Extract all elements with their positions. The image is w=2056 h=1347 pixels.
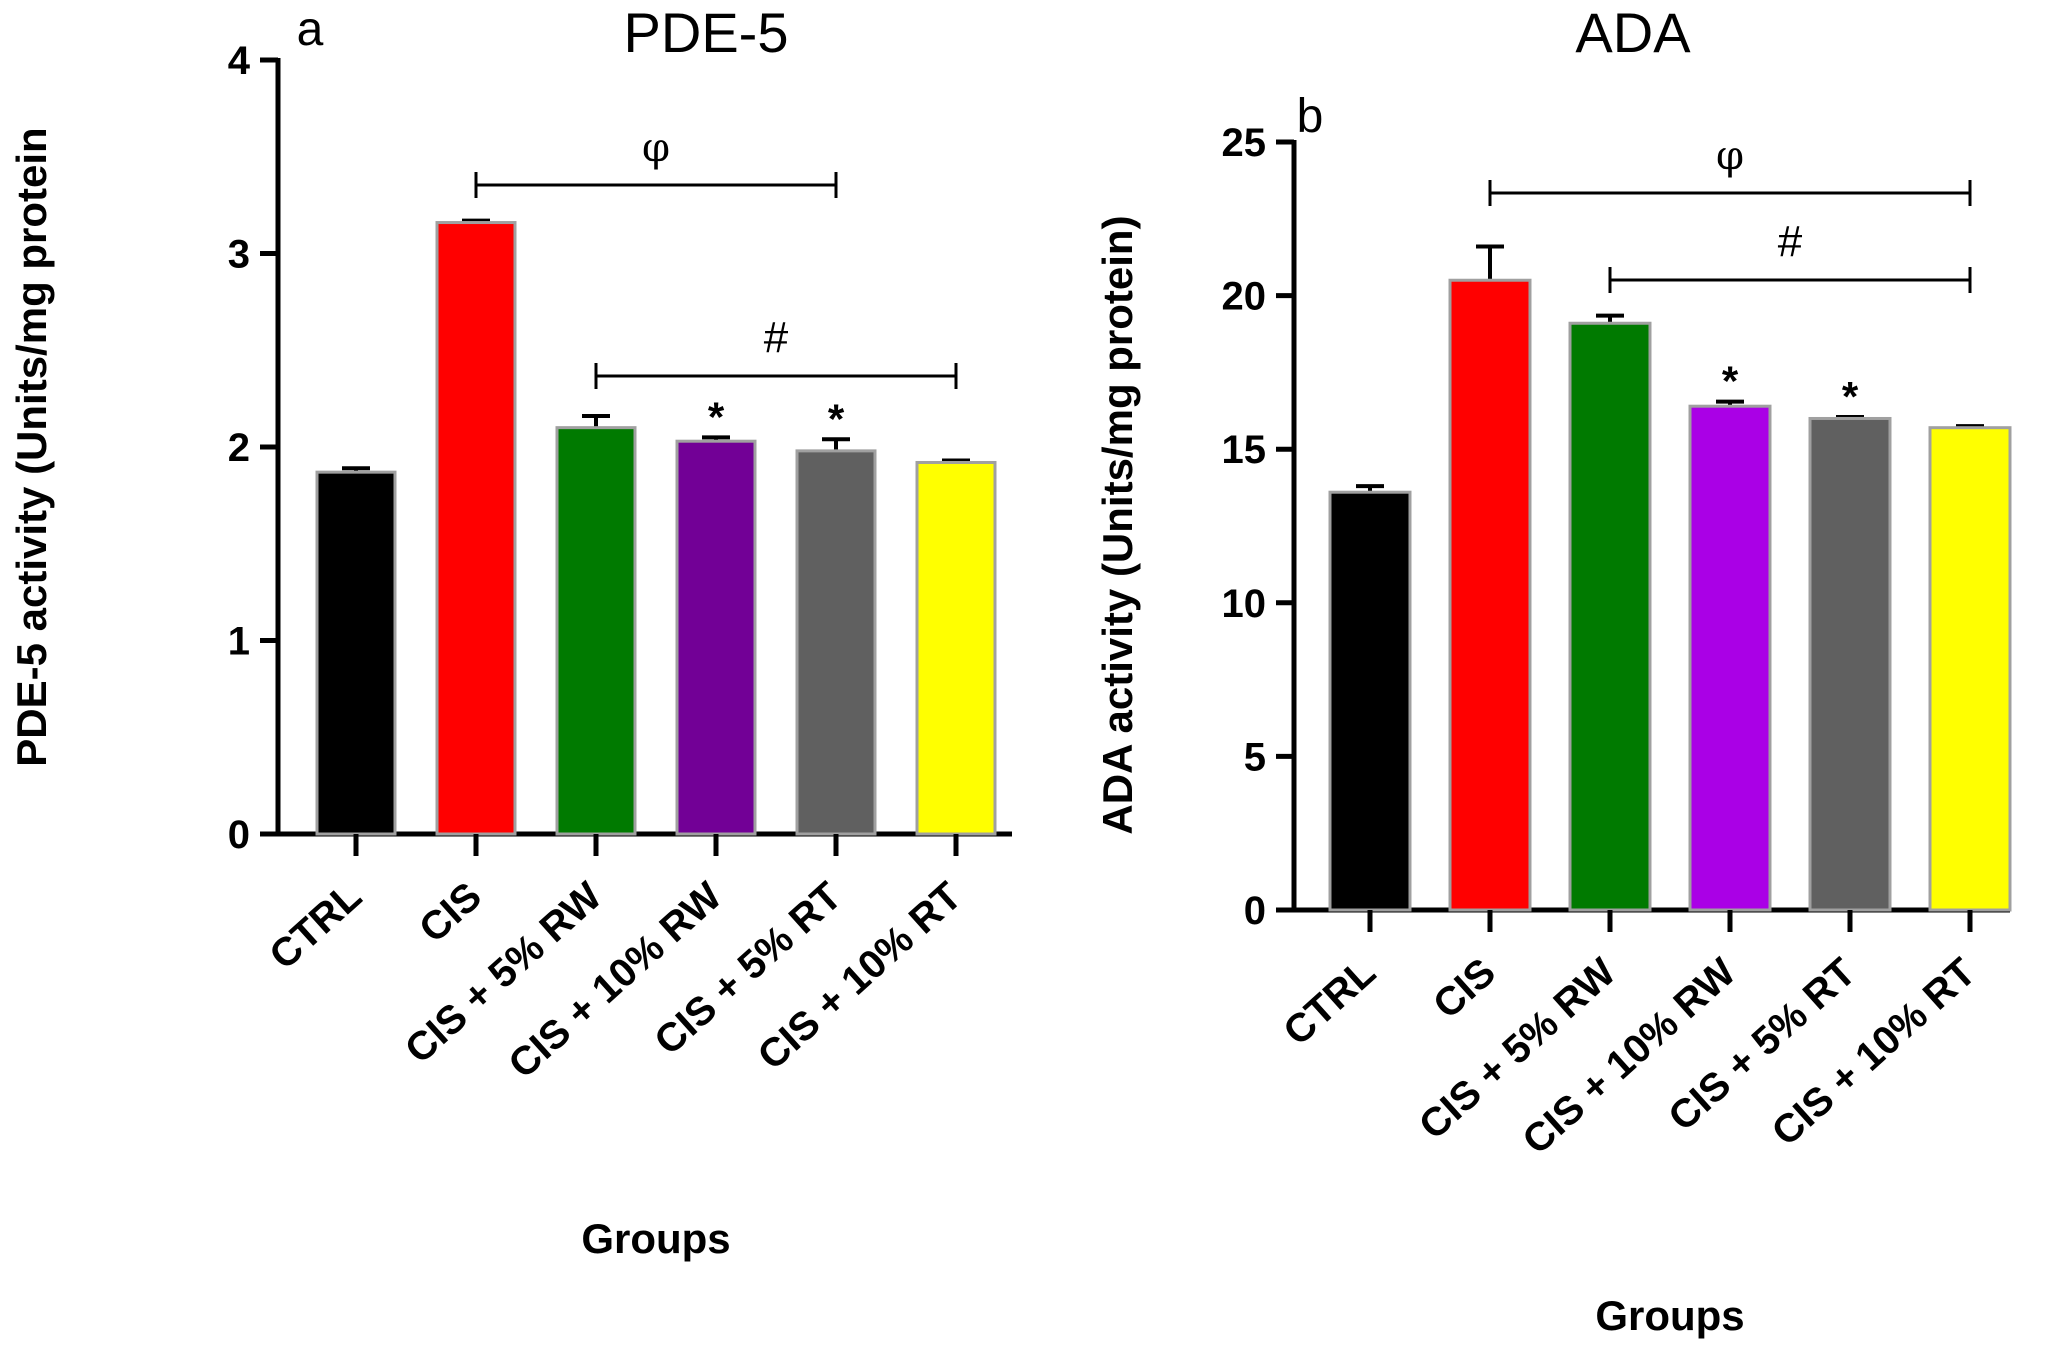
bracket-symbol: φ <box>642 125 670 171</box>
y-axis-title: PDE-5 activity (Units/mg protein <box>8 127 55 766</box>
x-category-label: CIS + 10% RW <box>500 874 730 1087</box>
bar-1 <box>435 221 517 836</box>
significance-star: * <box>828 395 845 442</box>
chart-title: PDE-5 <box>624 1 789 64</box>
bar-5 <box>915 460 997 836</box>
y-tick-label: 4 <box>228 39 251 83</box>
y-tick-label: 0 <box>1244 889 1266 933</box>
y-tick-label: 15 <box>1222 428 1267 472</box>
x-category-label: CIS + 10% RT <box>750 874 970 1079</box>
chart-title: ADA <box>1575 1 1691 64</box>
bar-5 <box>1928 426 2012 912</box>
bracket-symbol: # <box>764 313 789 362</box>
y-tick-label: 0 <box>228 813 250 857</box>
y-axis-title: ADA activity (Units/mg protein) <box>1094 215 1141 834</box>
bracket-symbol: φ <box>1716 133 1744 179</box>
y-tick-label: 25 <box>1222 121 1267 165</box>
bar-1 <box>1448 278 1532 912</box>
y-tick-label: 2 <box>228 426 250 470</box>
bar-0 <box>315 470 397 836</box>
significance-star: * <box>708 393 725 440</box>
bar-2 <box>1568 321 1652 912</box>
x-category-label: CIS <box>411 874 490 951</box>
x-axis-title: Groups <box>1595 1292 1744 1339</box>
bracket-symbol: # <box>1778 217 1803 266</box>
y-tick-label: 20 <box>1222 275 1267 319</box>
x-category-label: CTRL <box>1275 950 1384 1054</box>
bar-0 <box>1328 490 1412 912</box>
x-category-label: CIS + 10% RT <box>1764 950 1984 1155</box>
y-tick-label: 1 <box>228 620 250 664</box>
significance-star: * <box>1842 373 1859 420</box>
x-category-label: CTRL <box>261 874 370 978</box>
bar-2 <box>555 426 637 836</box>
bar-4 <box>795 449 877 836</box>
x-category-label: CIS + 10% RW <box>1514 950 1744 1163</box>
panel-label: a <box>297 3 324 56</box>
y-tick-label: 10 <box>1222 582 1267 626</box>
x-axis-title: Groups <box>581 1215 730 1262</box>
significance-star: * <box>1722 358 1739 405</box>
panel-label: b <box>1297 90 1324 143</box>
bar-4 <box>1808 416 1892 912</box>
y-tick-label: 3 <box>228 233 250 277</box>
y-tick-label: 5 <box>1244 735 1266 779</box>
bar-3 <box>675 439 757 836</box>
bar-3 <box>1688 404 1772 912</box>
x-category-label: CIS <box>1425 950 1504 1027</box>
